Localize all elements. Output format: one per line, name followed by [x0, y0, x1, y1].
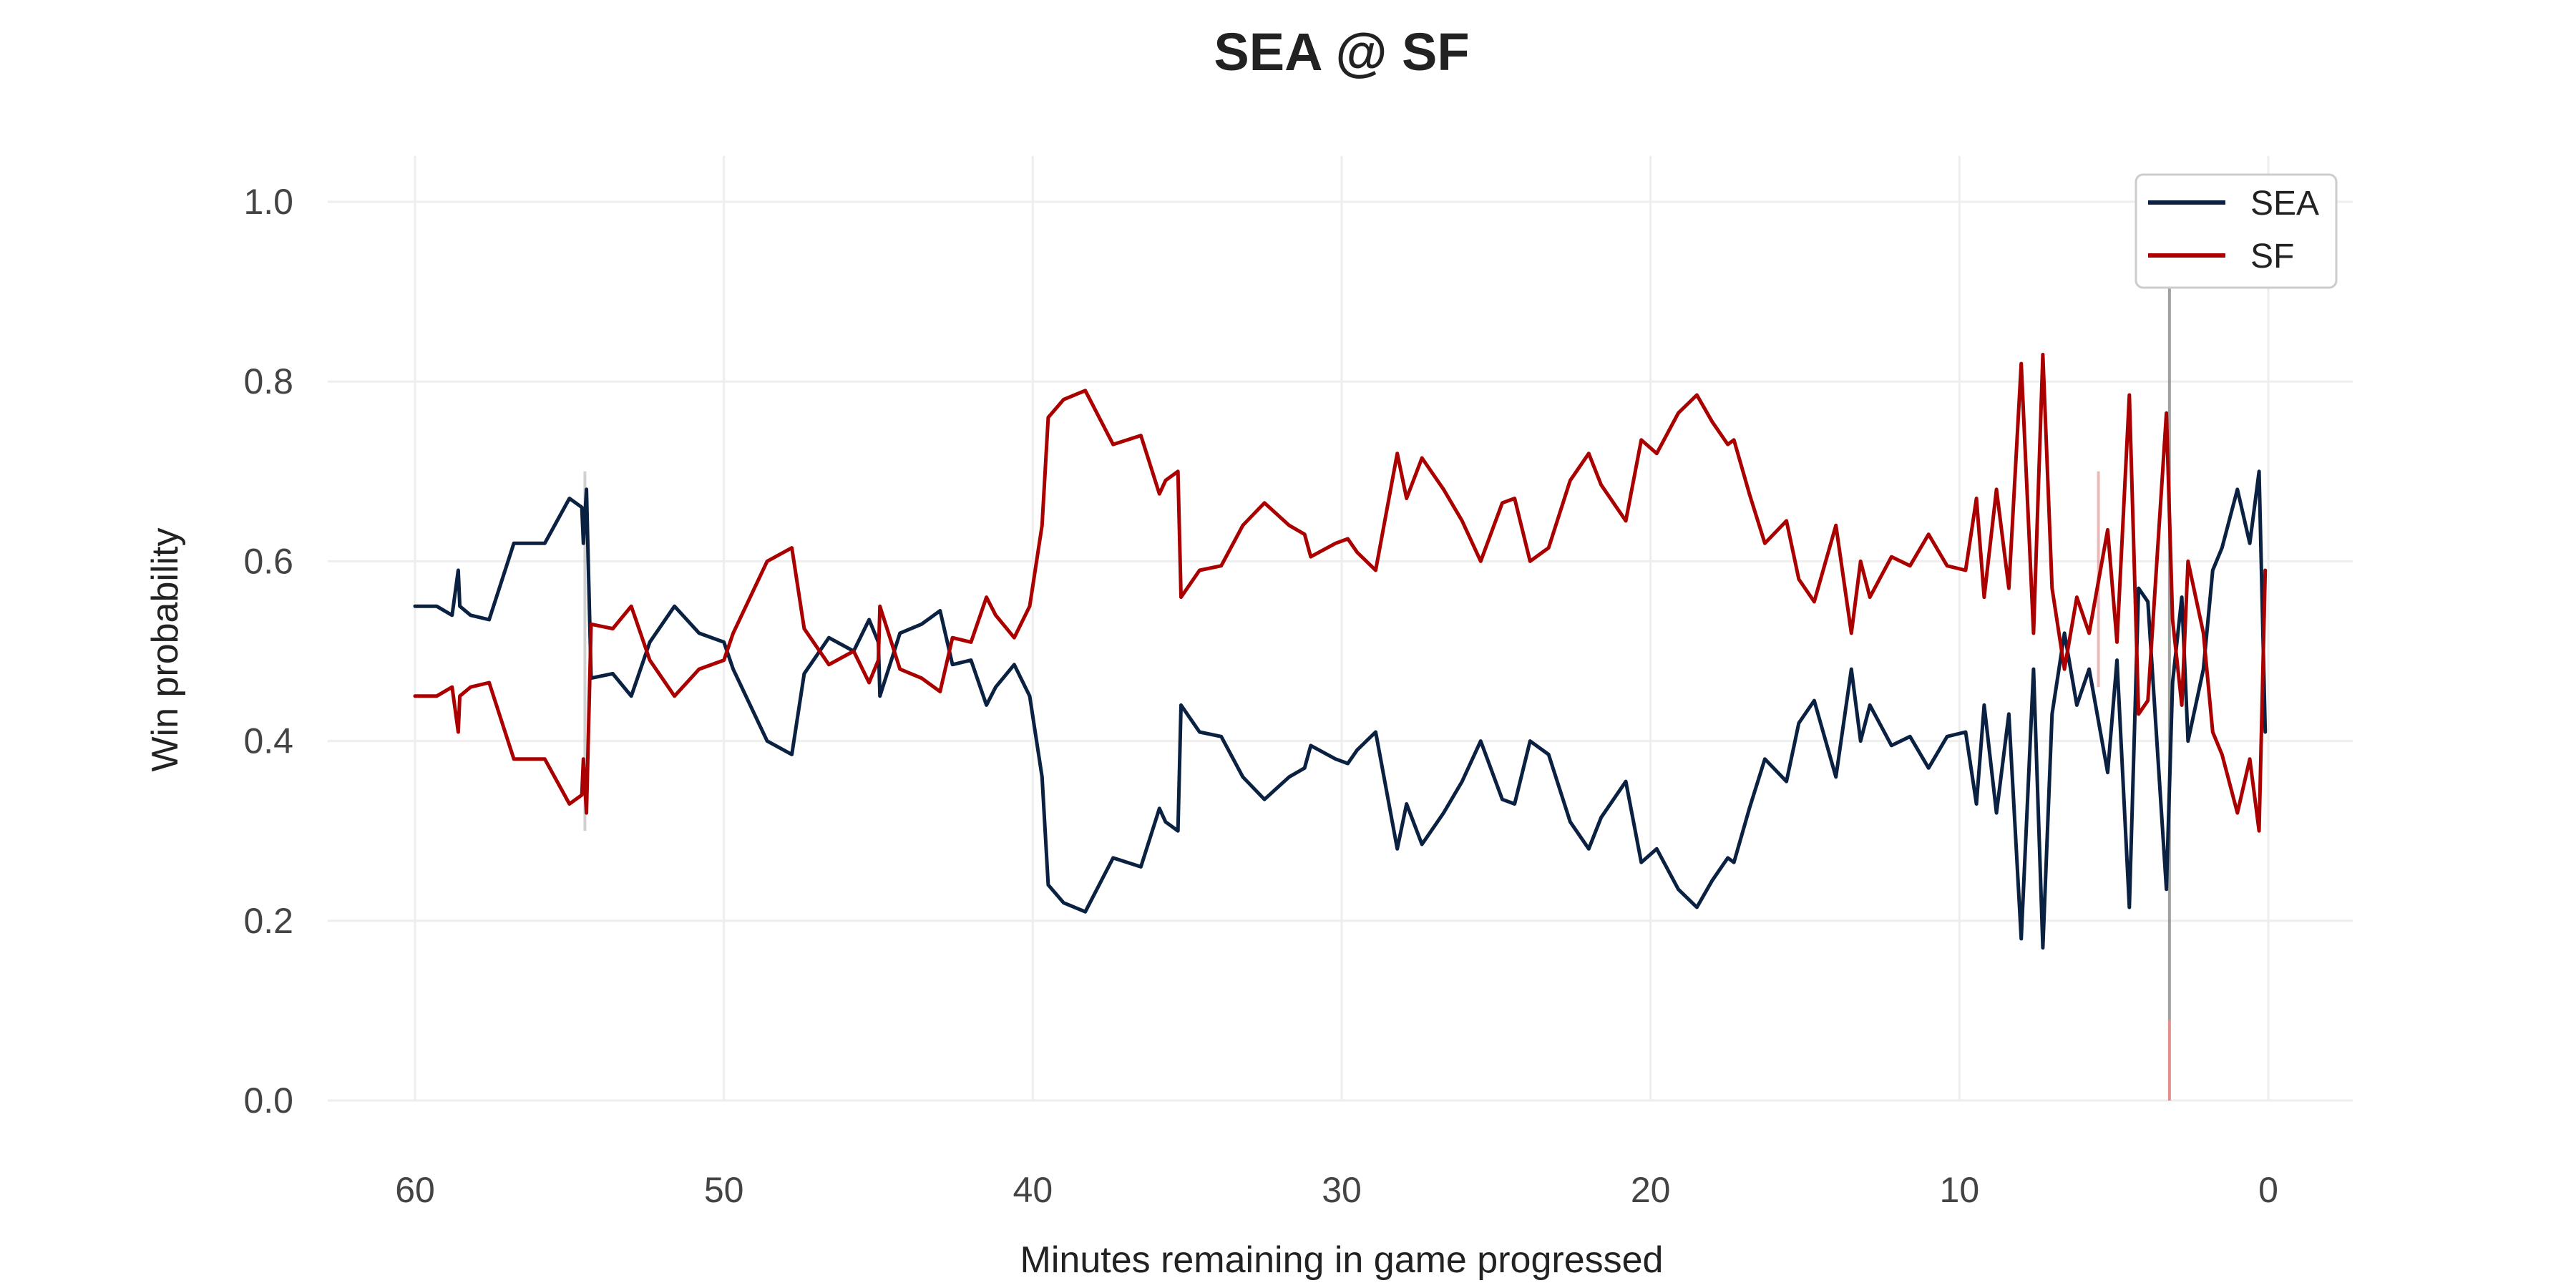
y-tick-label: 0.4	[243, 721, 293, 761]
y-tick-label: 0.2	[243, 901, 293, 941]
y-tick-label: 0.6	[243, 541, 293, 581]
legend-label-sea: SEA	[2250, 185, 2319, 223]
x-tick-label: 60	[395, 1170, 435, 1210]
legend: SEA SF	[2135, 173, 2338, 289]
x-axis-label: Minutes remaining in game progressed	[1020, 1239, 1664, 1281]
x-tick-label: 0	[2258, 1170, 2278, 1210]
y-axis-ticks: 0.0 0.2 0.4 0.6 0.8 1.0	[243, 182, 293, 1121]
y-axis-label: Win probability	[145, 527, 186, 771]
x-axis-ticks: 60 50 40 30 20 10 0	[395, 1170, 2278, 1210]
legend-label-sf: SF	[2250, 238, 2294, 275]
event-markers	[583, 287, 2171, 1101]
chart-title: SEA @ SF	[1214, 22, 1469, 82]
x-tick-label: 40	[1013, 1170, 1053, 1210]
series-lines	[413, 353, 2268, 950]
y-tick-label: 0.0	[243, 1080, 293, 1121]
x-tick-label: 30	[1322, 1170, 1362, 1210]
y-tick-label: 0.8	[243, 361, 293, 401]
x-tick-label: 50	[704, 1170, 744, 1210]
series-line-sea	[413, 469, 2268, 950]
x-tick-label: 20	[1631, 1170, 1671, 1210]
x-tick-label: 10	[1940, 1170, 1980, 1210]
grid	[328, 156, 2353, 1102]
series-line-sf	[413, 353, 2268, 833]
y-tick-label: 1.0	[243, 182, 293, 222]
